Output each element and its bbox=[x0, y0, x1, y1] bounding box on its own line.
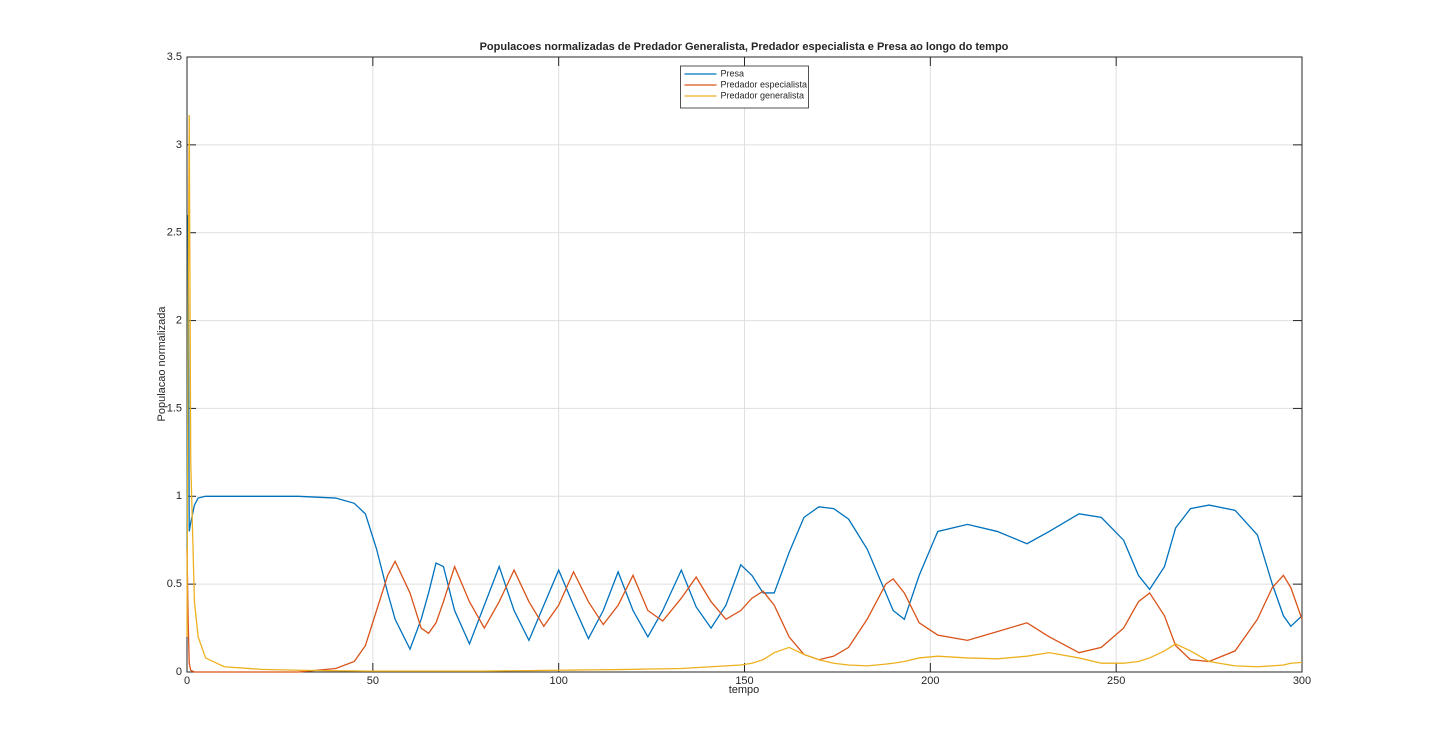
y-tick-label: 0.5 bbox=[167, 578, 182, 590]
legend-box bbox=[680, 65, 809, 109]
y-tick-label: 3 bbox=[176, 139, 182, 151]
y-tick-label: 1.5 bbox=[167, 402, 182, 414]
x-tick-label: 250 bbox=[1107, 675, 1125, 687]
legend-label: Predador especialista bbox=[721, 79, 808, 89]
legend-label: Presa bbox=[721, 68, 745, 78]
x-tick-label: 100 bbox=[549, 675, 567, 687]
y-tick-label: 1 bbox=[176, 490, 182, 502]
x-tick-label: 50 bbox=[367, 675, 379, 687]
y-tick-label: 3.5 bbox=[167, 51, 182, 63]
x-tick-label: 150 bbox=[735, 675, 753, 687]
legend-label: Predador generalista bbox=[721, 90, 805, 100]
series-line bbox=[186, 548, 1303, 673]
chart-title: Populacoes normalizadas de Predador Gene… bbox=[480, 41, 1009, 53]
y-tick-label: 0 bbox=[176, 666, 182, 678]
x-tick-label: 200 bbox=[921, 675, 939, 687]
x-axis-label: tempo bbox=[729, 684, 760, 696]
y-tick-label: 2 bbox=[176, 314, 182, 326]
series-line bbox=[186, 114, 1303, 672]
x-tick-label: 300 bbox=[1293, 675, 1311, 687]
y-axis-label: Populacao normalizada bbox=[156, 306, 168, 422]
x-tick-label: 0 bbox=[184, 675, 190, 687]
y-tick-label: 2.5 bbox=[167, 227, 182, 239]
